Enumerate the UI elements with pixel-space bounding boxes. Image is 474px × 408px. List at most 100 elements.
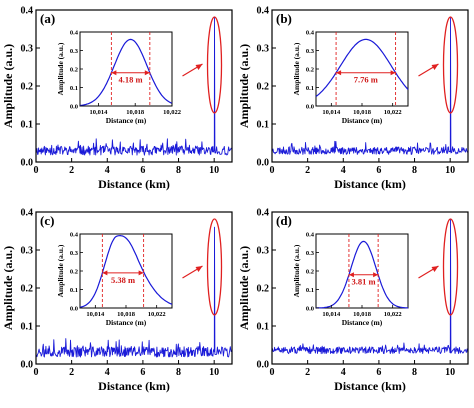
chart-panel-c: 0 2 4 6 8 10 0.0 0.1 0.2 0.3 0.4 Distance (km) Ampli…: [1, 208, 233, 393]
inset-y-tick-label: 0.4: [70, 30, 79, 37]
y-axis-title: Amplitude (a.u.): [237, 44, 251, 128]
fwhm-arrow-right-icon: [144, 70, 150, 76]
y-tick-label: 0.1: [21, 120, 34, 131]
inset-frame: [315, 233, 409, 309]
y-tick-label: 0.3: [21, 246, 34, 257]
arrow-head-icon: [431, 64, 439, 70]
y-tick-label: 0.2: [257, 82, 270, 93]
inset-y-tick-label: 0.0: [306, 306, 314, 313]
inset-y-tick-label: 0.4: [70, 232, 79, 239]
inset-y-tick-label: 0.3: [70, 48, 79, 55]
peak-highlight-ellipse: [442, 218, 459, 316]
y-tick-label: 0.2: [21, 284, 34, 295]
x-tick-label: 0: [34, 165, 39, 176]
peak-highlight-ellipse: [442, 16, 459, 114]
x-tick-label: 2: [305, 367, 310, 378]
y-axis-title: Amplitude (a.u.): [1, 44, 15, 128]
fwhm-width-label: 7.76 m: [354, 75, 378, 85]
x-axis-title: Distance (km): [98, 177, 170, 191]
inset-x-tick-label: 10,022: [384, 311, 402, 318]
y-tick-label: 0.2: [21, 82, 34, 93]
trace-line: [271, 219, 469, 355]
y-tick-label: 0.4: [257, 208, 270, 219]
inset-y-tick-label: 0.2: [70, 67, 78, 74]
inset-plot: 4.18 m 10,014 10,018 10,022 0.0 0.1 0.2 0.3 0.4 D…: [56, 30, 181, 126]
inset-x-axis-title: Distance (m): [342, 116, 383, 125]
inset-trace-line: [79, 234, 173, 308]
fwhm-arrow-left-icon: [348, 272, 354, 278]
panel-label: (b): [276, 11, 292, 26]
inset-x-axis-title: Distance (m): [342, 318, 383, 327]
inset-y-tick-label: 0.1: [70, 287, 78, 294]
x-tick-label: 4: [341, 165, 346, 176]
panel-label: (c): [40, 213, 54, 228]
x-axis-title: Distance (km): [98, 379, 170, 393]
y-axis-title: Amplitude (a.u.): [237, 246, 251, 330]
fwhm-width-label: 5.38 m: [111, 275, 135, 285]
trace-line: [35, 226, 233, 358]
inset-plot: 7.76 m 10,014 10,018 10,022 0.0 0.1 0.2 0.3 0.4 D…: [292, 30, 409, 125]
inset-x-tick-label: 10,022: [163, 109, 181, 116]
arrow-head-icon: [431, 266, 439, 272]
inset-y-tick-label: 0.2: [306, 269, 314, 276]
y-tick-label: 0.0: [257, 158, 270, 169]
x-tick-label: 2: [69, 367, 74, 378]
inset-x-tick-label: 10,014: [86, 311, 105, 318]
panel-label: (d): [276, 213, 292, 228]
x-tick-label: 6: [140, 367, 145, 378]
fwhm-arrow-right-icon: [138, 270, 144, 276]
x-tick-label: 6: [376, 165, 381, 176]
y-tick-label: 0.2: [257, 284, 270, 295]
x-tick-label: 2: [305, 165, 310, 176]
peak-highlight-ellipse: [206, 16, 223, 114]
x-tick-label: 0: [270, 367, 275, 378]
y-tick-label: 0.0: [21, 360, 34, 371]
inset-y-tick-label: 0.4: [306, 232, 315, 239]
inset-frame: [79, 233, 173, 309]
x-tick-label: 10: [445, 367, 455, 378]
x-tick-label: 8: [412, 367, 417, 378]
y-tick-label: 0.1: [21, 322, 34, 333]
inset-y-tick-label: 0.2: [306, 67, 314, 74]
chart-panel-a: 0 2 4 6 8 10 0.0 0.1 0.2 0.3 0.4 Distance (km) Ampli…: [1, 6, 233, 191]
x-tick-label: 4: [105, 367, 110, 378]
x-tick-label: 6: [376, 367, 381, 378]
fwhm-arrow-right-icon: [390, 70, 396, 76]
trace-line: [271, 17, 469, 155]
inset-x-tick-label: 10,018: [353, 311, 372, 318]
chart-panel-b: 0 2 4 6 8 10 0.0 0.1 0.2 0.3 0.4 Distance (km) Ampli…: [237, 6, 469, 191]
fwhm-arrow-left-icon: [336, 70, 342, 76]
inset-y-axis-title: Amplitude (a.u.): [56, 244, 65, 297]
x-tick-label: 10: [209, 367, 219, 378]
inset-x-tick-label: 10,018: [353, 109, 372, 116]
inset-y-tick-label: 0.0: [306, 104, 314, 111]
inset-y-axis-title: Amplitude (a.u.): [56, 42, 65, 95]
inset-y-tick-label: 0.4: [306, 30, 315, 37]
inset-trace-line: [79, 38, 173, 107]
inset-x-tick-label: 10,014: [322, 311, 341, 318]
arrow-head-icon: [195, 266, 203, 272]
inset-x-tick-label: 10,022: [384, 109, 402, 116]
fwhm-arrow-left-icon: [111, 70, 117, 76]
inset-y-tick-label: 0.3: [306, 250, 315, 257]
trace-line: [35, 17, 233, 156]
y-tick-label: 0.4: [257, 6, 270, 17]
x-axis-title: Distance (km): [334, 379, 406, 393]
peak-highlight-ellipse: [206, 218, 223, 316]
x-tick-label: 4: [341, 367, 346, 378]
chart-panel-d: 0 2 4 6 8 10 0.0 0.1 0.2 0.3 0.4 Distance (km) Ampli…: [237, 208, 469, 393]
inset-x-axis-title: Distance (m): [106, 116, 147, 125]
y-tick-label: 0.4: [21, 208, 34, 219]
inset-x-tick-label: 10,014: [89, 109, 108, 116]
y-axis-title: Amplitude (a.u.): [1, 246, 15, 330]
y-tick-label: 0.3: [21, 44, 34, 55]
x-tick-label: 2: [69, 165, 74, 176]
x-axis-title: Distance (km): [334, 177, 406, 191]
y-tick-label: 0.1: [257, 322, 270, 333]
x-tick-label: 10: [209, 165, 219, 176]
inset-trace-line: [315, 38, 409, 97]
inset-y-tick-label: 0.1: [306, 287, 314, 294]
fwhm-arrow-left-icon: [102, 270, 108, 276]
y-tick-label: 0.4: [21, 6, 34, 17]
